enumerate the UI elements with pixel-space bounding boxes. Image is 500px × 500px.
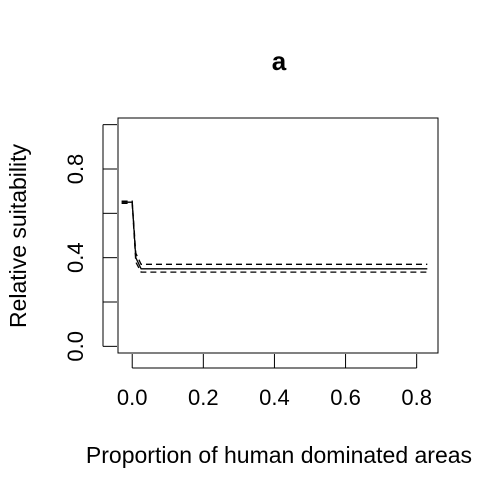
chart-title: a <box>272 46 287 76</box>
confidence-band-line <box>121 202 428 273</box>
y-tick-label: 0.4 <box>63 242 88 273</box>
plot-frame <box>117 117 439 354</box>
x-tick-label: 0.0 <box>117 385 148 410</box>
x-axis: 0.0 0.2 0.4 0.6 0.8 <box>117 354 432 410</box>
x-tick-label: 0.2 <box>188 385 219 410</box>
x-tick-label: 0.6 <box>330 385 361 410</box>
confidence-band-line <box>121 200 428 265</box>
x-axis-label: Proportion of human dominated areas <box>86 442 472 468</box>
response-curve-line <box>121 201 428 270</box>
series-layer <box>121 200 428 273</box>
y-tick-label: 0.8 <box>63 154 88 185</box>
y-axis-label: Relative suitability <box>5 143 31 328</box>
y-tick-label: 0.0 <box>63 331 88 362</box>
x-tick-label: 0.4 <box>259 385 290 410</box>
y-axis: 0.0 0.4 0.8 <box>63 124 117 362</box>
x-tick-label: 0.8 <box>401 385 432 410</box>
